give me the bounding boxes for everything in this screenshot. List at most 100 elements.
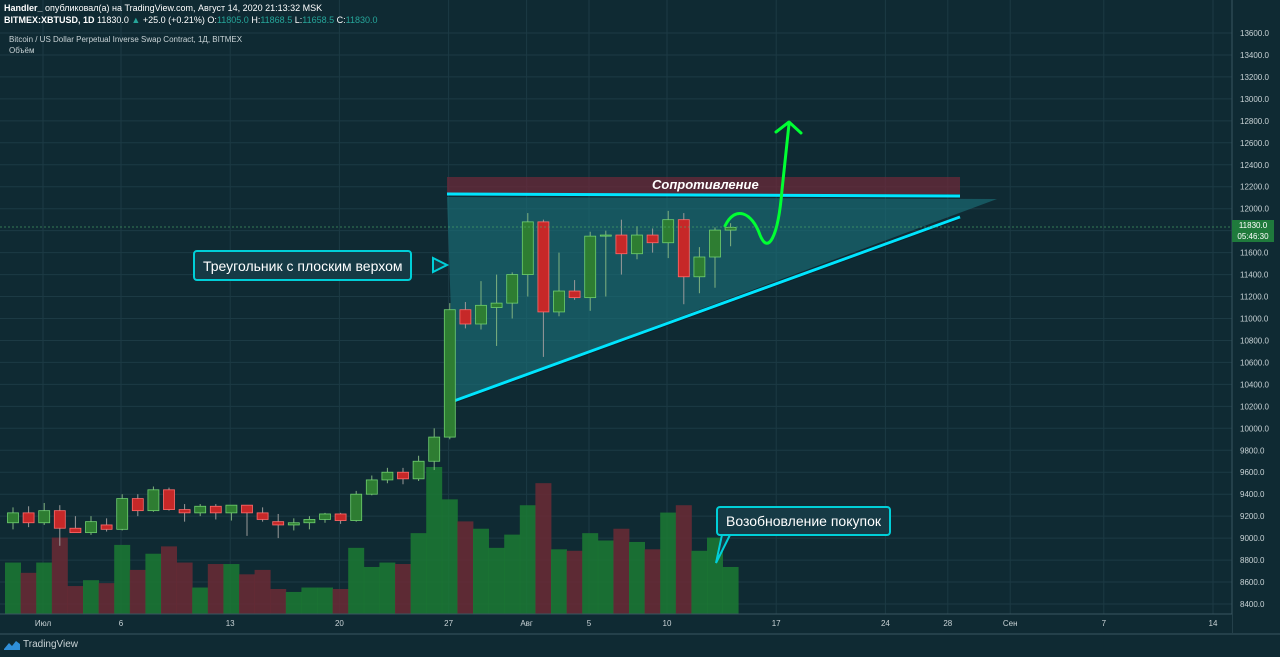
candlesticks (7, 210, 737, 546)
volume-bar (410, 533, 427, 614)
y-tick-label: 12200.0 (1240, 183, 1269, 192)
candle-body (85, 521, 97, 534)
x-tick-label: 28 (943, 619, 952, 628)
y-tick-label: 11200.0 (1240, 293, 1269, 302)
volume-bar (67, 586, 84, 614)
candle-body (521, 221, 534, 275)
volume-bar (426, 467, 443, 614)
open-label: O: (207, 15, 217, 25)
volume-bar (675, 505, 692, 614)
y-tick-label: 10800.0 (1240, 336, 1269, 345)
y-tick-label: 9000.0 (1240, 534, 1265, 543)
candle-body (490, 302, 503, 308)
symbol-name: BITMEX:XBTUSD, 1D (4, 15, 95, 25)
y-tick-label: 8400.0 (1240, 600, 1265, 609)
candle-body (428, 436, 441, 462)
y-tick-label: 8600.0 (1240, 578, 1265, 587)
high-value: 11868.5 (260, 15, 293, 25)
author-name[interactable]: Handler_ (4, 3, 43, 13)
close-label: C: (336, 15, 346, 25)
triangle-callout[interactable]: Треугольник с плоским верхом (193, 250, 413, 281)
tradingview-logo[interactable]: TradingView (4, 639, 78, 650)
close-value: 11830.0 (345, 15, 378, 25)
candle-body (319, 513, 331, 520)
price-axis: 13600.0 13400.0 13200.0 13000.0 12800.0 12600… (1231, 0, 1280, 657)
volume-bar (644, 549, 661, 614)
resistance-label[interactable]: Сопротивление (652, 177, 759, 192)
volume-bar (613, 528, 630, 614)
candle-body (631, 234, 643, 255)
volume-bars (5, 467, 739, 614)
symbol-line: BITMEX:XBTUSD, 1D 11830.0 ▲ +25.0 (+0.21… (4, 15, 378, 25)
volume-bar (176, 562, 193, 614)
publish-line: Handler_ опубликовал(а) на TradingView.c… (4, 3, 322, 13)
volume-bar (192, 587, 209, 614)
volume-bar (161, 546, 177, 614)
support-line (453, 215, 961, 403)
triangle-callout-text: Треугольник с плоским верхом (203, 257, 403, 274)
high-label: H: (251, 15, 261, 25)
candle-body (553, 290, 565, 313)
volume-bar (488, 547, 505, 614)
y-tick-label: 12000.0 (1240, 205, 1269, 214)
volume-bar (504, 534, 521, 614)
volume-bar (317, 587, 333, 614)
resume-callout[interactable]: Возобновление покупок (716, 506, 891, 536)
candle-body (677, 219, 690, 278)
candle-body (412, 460, 425, 480)
low-value: 11658.5 (302, 15, 335, 25)
candle-body (365, 479, 378, 495)
candle-body (646, 234, 659, 244)
candle-body (272, 521, 285, 526)
x-tick-label: Июл (35, 619, 52, 628)
candle-body (116, 498, 129, 530)
price-change: +25.0 (+0.21%) (142, 15, 205, 25)
open-value: 11805.0 (216, 15, 249, 25)
candle-body (381, 471, 394, 481)
y-tick-label: 13400.0 (1240, 51, 1269, 60)
candle-body (537, 221, 550, 313)
y-tick-label: 10000.0 (1240, 424, 1269, 433)
volume-legend[interactable]: Объём (9, 46, 35, 55)
candle-body (475, 304, 487, 325)
volume-bar (473, 528, 489, 614)
y-tick-label: 9200.0 (1240, 512, 1265, 521)
x-tick-label: Авг (520, 619, 533, 628)
bubble1-pointer (432, 256, 450, 274)
volume-bar (597, 540, 614, 614)
volume-bar (691, 550, 708, 614)
last-price: 11830.0 (97, 15, 129, 25)
candle-body (443, 309, 456, 438)
y-tick-label: 11600.0 (1240, 249, 1269, 258)
current-price-tag: 11830.0 05:46:30 (1232, 220, 1274, 242)
candle-body (334, 513, 347, 521)
candle-body (724, 226, 737, 231)
tradingview-icon (4, 640, 20, 650)
projection-arrow (723, 120, 803, 245)
y-tick-label: 9800.0 (1240, 446, 1265, 455)
candle-body (584, 235, 597, 299)
y-tick-label: 10200.0 (1240, 402, 1269, 411)
time-axis: Июл 6 13 20 27 Авг 5 10 17 24 28 Сен 7 14 (0, 613, 1280, 635)
candle-body (241, 504, 253, 514)
candle-body (568, 290, 581, 299)
x-tick-label: 17 (772, 619, 781, 628)
candle-body (100, 524, 113, 530)
volume-bar (83, 580, 99, 614)
volume-bar (582, 533, 599, 614)
candle-body (7, 512, 19, 524)
volume-bar (98, 583, 115, 614)
candle-body (615, 234, 628, 255)
y-tick-label: 10400.0 (1240, 380, 1269, 389)
candle-body (163, 489, 175, 510)
publish-text: опубликовал(а) на TradingView.com, Авгус… (45, 3, 323, 13)
candle-body (350, 493, 363, 521)
candle-body (662, 219, 675, 244)
resistance-zone (447, 177, 960, 194)
x-tick-label: 6 (119, 619, 124, 628)
volume-bar (114, 544, 131, 614)
volume-bar (254, 569, 271, 614)
candle-body (147, 489, 160, 512)
volume-bar (5, 562, 21, 614)
